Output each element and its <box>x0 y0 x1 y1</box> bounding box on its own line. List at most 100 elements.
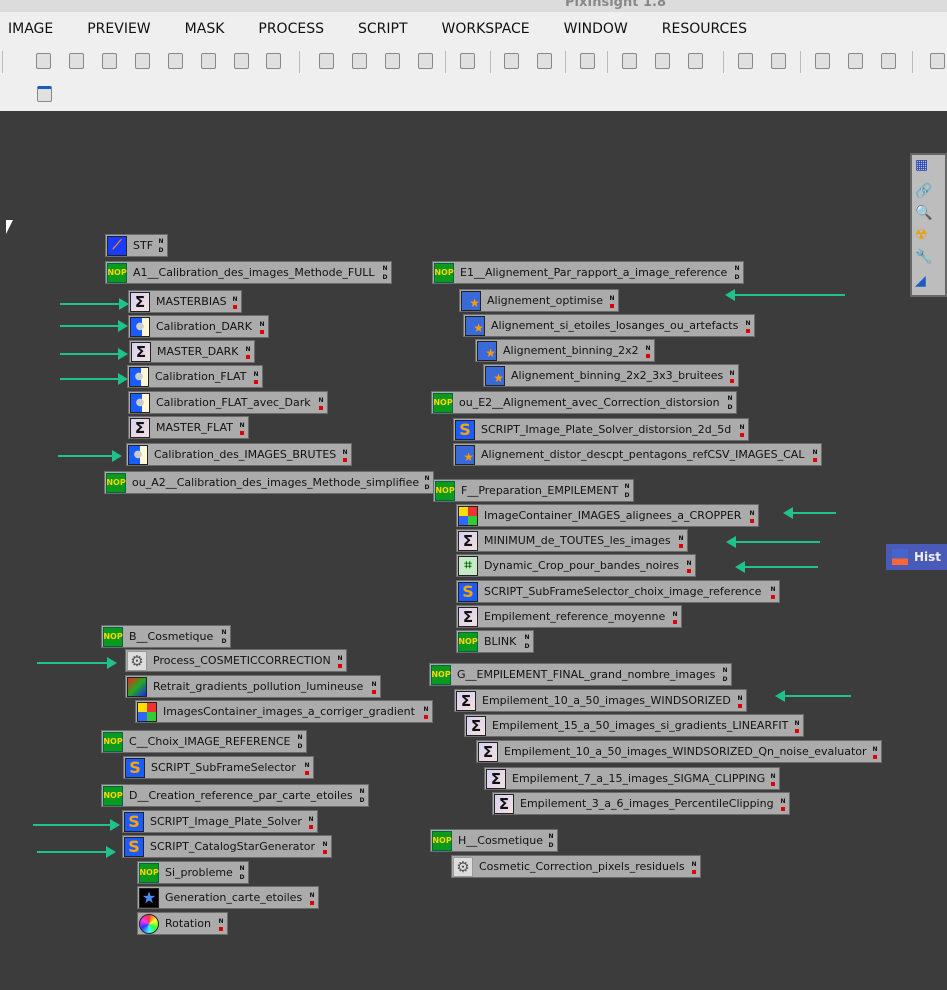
new-workspace-icon[interactable] <box>37 86 52 102</box>
wrench-icon[interactable]: 🔧 <box>915 249 933 265</box>
process-icon-node[interactable]: Σ MASTER_FLAT N <box>128 416 249 439</box>
process-icon-node[interactable]: NOP A1__Calibration_des_images_Methode_FU… <box>105 261 392 284</box>
nop-icon: NOP <box>103 626 123 647</box>
toolbar-button-23-icon[interactable] <box>881 53 896 69</box>
toolbar-button-10-icon[interactable] <box>385 53 400 69</box>
process-icon-node[interactable]: S SCRIPT_SubFrameSelector_choix_image_ref… <box>456 580 780 603</box>
toolbar-button-19-icon[interactable] <box>738 53 753 69</box>
toolbar-button-3-icon[interactable] <box>135 53 150 69</box>
node-marker-n: N <box>424 474 430 482</box>
process-icon-node[interactable]: ● Calibration_FLAT_avec_Dark N <box>128 391 328 414</box>
menu-preview[interactable]: PREVIEW <box>87 21 151 37</box>
node-marker: N <box>215 917 227 931</box>
toolbar-button-14-icon[interactable] <box>537 53 552 69</box>
crop-icon: ⌗ <box>458 555 478 576</box>
node-label: MINIMUM_de_TOUTES_les_images <box>484 534 671 547</box>
process-icon-node[interactable]: NOP C__Choix_IMAGE_REFERENCE N D <box>101 730 307 753</box>
node-marker: N <box>339 448 351 462</box>
toolbar-button-15-icon[interactable] <box>580 53 595 69</box>
process-icon-node[interactable]: NOP F__Preparation_EMPILEMENT N D <box>433 479 634 502</box>
toolbar-button-11-icon[interactable] <box>418 53 433 69</box>
process-icon-node[interactable]: Rotation N <box>137 912 228 935</box>
link-icon[interactable]: 🔗 <box>915 183 933 199</box>
histogram-window-tab[interactable]: Hist <box>886 544 947 570</box>
menu-workspace[interactable]: WORKSPACE <box>441 21 530 37</box>
node-marker-n: N <box>812 448 818 456</box>
toolbar-button-7-icon[interactable] <box>266 53 281 69</box>
toolbar-button-8-icon[interactable] <box>319 53 334 69</box>
toolbar-button-24-icon[interactable] <box>930 53 945 69</box>
menu-window[interactable]: WINDOW <box>563 21 628 37</box>
process-icon-node[interactable]: Σ Empilement_3_a_6_images_PercentileClipp… <box>492 792 790 815</box>
process-icon-node[interactable]: Σ MINIMUM_de_TOUTES_les_images N <box>456 529 688 552</box>
process-icon-node[interactable]: NOP D__Creation_reference_par_carte_etoil… <box>101 784 369 807</box>
tool-panel[interactable]: ▦ 🔗 🔍 ☢ 🔧 ◢ <box>910 153 947 297</box>
process-icon-node[interactable]: Σ MASTERBIAS N <box>128 290 242 313</box>
process-icon-node[interactable]: NOP G__EMPILEMENT_FINAL_grand_nombre_imag… <box>429 663 732 686</box>
process-icon-node[interactable]: ★ Alignement_optimise N <box>459 289 619 312</box>
process-icon-node[interactable]: Σ Empilement_15_a_50_images_si_gradients_… <box>464 714 804 737</box>
node-marker-d: D <box>359 796 365 804</box>
process-icon-node[interactable]: ● Calibration_FLAT N <box>127 365 263 388</box>
node-marker: N <box>767 772 779 786</box>
node-label: MASTER_FLAT <box>156 421 233 434</box>
process-icon-node[interactable]: NOP E1__Alignement_Par_rapport_a_image_re… <box>432 261 744 284</box>
process-icon-node[interactable]: NOP Si_probleme N D <box>137 861 249 884</box>
radiation-icon[interactable]: ☢ <box>915 227 928 243</box>
toolbar-button-18-icon[interactable] <box>688 53 703 69</box>
process-icon-node[interactable]: S SCRIPT_SubFrameSelector N <box>123 756 314 779</box>
toolbar-button-0-icon[interactable] <box>36 53 51 69</box>
toolbar-button-6-icon[interactable] <box>234 53 249 69</box>
process-icon-node[interactable]: ⚙ Process_COSMETICCORRECTION N <box>125 649 347 672</box>
process-icon-node[interactable]: NOP ou_A2__Calibration_des_images_Methode… <box>104 471 434 494</box>
menu-image[interactable]: IMAGE <box>8 21 54 37</box>
toolbar-button-13-icon[interactable] <box>504 53 519 69</box>
process-icon-node[interactable]: ★ Alignement_distor_descpt_pentagons_refC… <box>453 443 822 466</box>
process-icon-node[interactable]: Σ Empilement_7_a_15_images_SIGMA_CLIPPING… <box>484 767 780 790</box>
process-icon-node[interactable]: Σ MASTER_DARK N <box>129 340 255 363</box>
menu-mask[interactable]: MASK <box>184 21 225 37</box>
toolbar-button-5-icon[interactable] <box>201 53 216 69</box>
process-icon-node[interactable]: S SCRIPT_Image_Plate_Solver N <box>122 810 318 833</box>
process-icon-node[interactable]: S SCRIPT_CatalogStarGenerator N <box>122 835 332 858</box>
process-icon-node[interactable]: NOP ou_E2__Alignement_avec_Correction_dis… <box>431 391 737 414</box>
process-icon-node[interactable]: NOP B__Cosmetique N D <box>101 625 231 648</box>
node-label: ImageContainer_IMAGES_alignees_a_CROPPER <box>484 509 742 522</box>
node-label: BLINK <box>484 635 517 648</box>
process-icon-node[interactable]: ImageContainer_IMAGES_alignees_a_CROPPER… <box>456 504 759 527</box>
toolbar-button-12-icon[interactable] <box>460 53 475 69</box>
toolbar-button-21-icon[interactable] <box>815 53 830 69</box>
toolbar-button-9-icon[interactable] <box>352 53 367 69</box>
process-icon-node[interactable]: NOP H__Cosmetique N D <box>430 829 558 852</box>
process-icon-node[interactable]: ⌗ Dynamic_Crop_pour_bandes_noires N <box>456 554 696 577</box>
stf-icon[interactable]: ▦ <box>915 157 929 173</box>
process-icon-node[interactable]: ★ Generation_carte_etoiles N <box>137 886 319 909</box>
process-icon-node[interactable]: Σ Empilement_10_a_50_images_WINDSORIZED N <box>454 689 747 712</box>
menu-script[interactable]: SCRIPT <box>357 21 408 37</box>
zoom-icon[interactable]: 🔍 <box>915 205 933 221</box>
process-icon-node[interactable]: ImagesContainer_images_a_corriger_gradie… <box>135 700 433 723</box>
corner-icon[interactable]: ◢ <box>915 273 926 289</box>
toolbar-button-16-icon[interactable] <box>622 53 637 69</box>
process-icon-node[interactable]: ★ Alignement_binning_2x2 N <box>475 339 655 362</box>
process-icon-node[interactable]: ★ Alignement_si_etoiles_losanges_ou_artef… <box>463 314 755 337</box>
toolbar-button-17-icon[interactable] <box>655 53 670 69</box>
toolbar-button-20-icon[interactable] <box>771 53 786 69</box>
toolbar-button-1-icon[interactable] <box>69 53 84 69</box>
process-icon-node[interactable]: ⟋ STF N D <box>105 234 168 257</box>
process-icon-node[interactable]: S SCRIPT_Image_Plate_Solver_distorsion_2d… <box>453 418 749 441</box>
process-icon-node[interactable]: ● Calibration_des_IMAGES_BRUTES N <box>126 443 352 466</box>
process-icon-node[interactable]: NOP BLINK N D <box>456 630 534 653</box>
process-icon-node[interactable]: ★ Alignement_binning_2x2_3x3_bruitees N <box>483 364 739 387</box>
process-icon-node[interactable]: ● Calibration_DARK N <box>128 315 269 338</box>
toolbar-button-22-icon[interactable] <box>848 53 863 69</box>
toolbar-button-4-icon[interactable] <box>168 53 183 69</box>
menu-process[interactable]: PROCESS <box>258 21 324 37</box>
process-icon-node[interactable]: Σ Empilement_reference_moyenne N <box>456 605 682 628</box>
node-label: SCRIPT_SubFrameSelector <box>151 761 296 774</box>
process-icon-node[interactable]: Retrait_gradients_pollution_lumineuse N <box>125 675 381 698</box>
menu-resources[interactable]: RESOURCES <box>661 21 748 37</box>
process-icon-node[interactable]: Σ Empilement_10_a_50_images_WINDSORIZED_Q… <box>476 740 882 763</box>
process-icon-node[interactable]: ⚙ Cosmetic_Correction_pixels_residuels N <box>451 855 701 878</box>
toolbar-button-2-icon[interactable] <box>102 53 117 69</box>
